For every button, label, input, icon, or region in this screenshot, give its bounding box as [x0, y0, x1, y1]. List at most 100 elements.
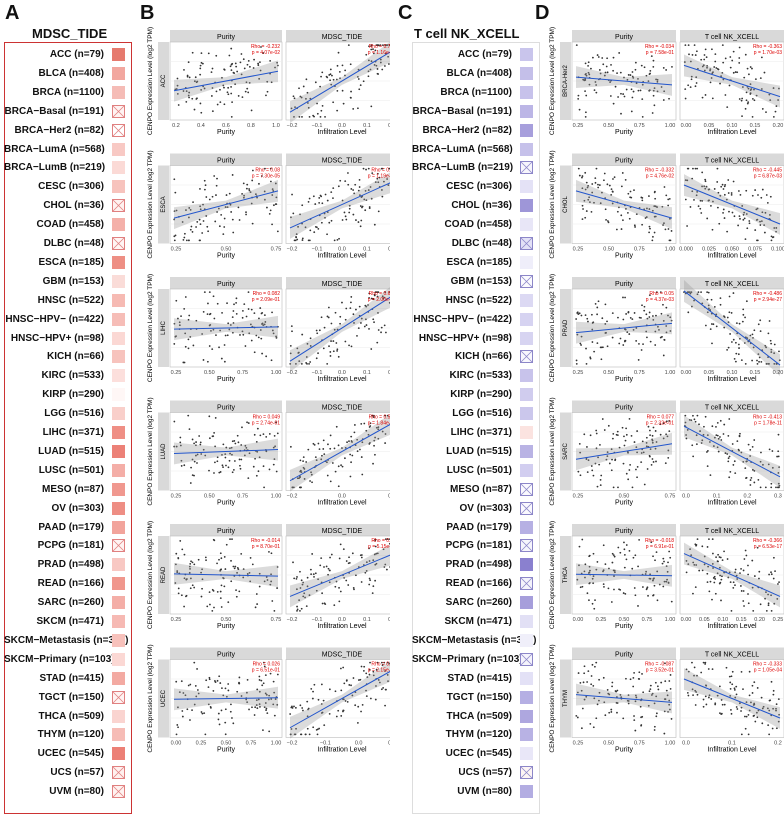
stat-label: p = 3.52e-01 [646, 668, 674, 674]
heatmap-row-label: DLBC (n=48) [412, 238, 512, 249]
scatter-point [342, 90, 344, 92]
scatter-point [650, 685, 652, 687]
scatter-point [706, 218, 708, 220]
scatter-point [346, 560, 348, 562]
heatmap-row-label: UCS (n=57) [412, 767, 512, 778]
scatter-point [338, 600, 340, 602]
heatmap-row: LUSC (n=501) [412, 461, 540, 480]
scatter-point [312, 698, 314, 700]
scatter-point [770, 486, 772, 488]
heatmap-row-label: ESCA (n=185) [412, 257, 512, 268]
scatter-point [765, 486, 767, 488]
stat-label: p = 1.05e-04 [754, 668, 782, 674]
facet-strip-label: T cell NK_XCELL [705, 34, 759, 41]
scatter-point [190, 587, 192, 589]
heatmap-row-label: DLBC (n=48) [4, 238, 104, 249]
stat-label: p = 4.07e-02 [252, 50, 280, 56]
scatter-point [256, 475, 258, 477]
scatter-point [364, 326, 366, 328]
scatter-point [233, 440, 235, 442]
scatter-point [634, 587, 636, 589]
scatter-point [752, 685, 754, 687]
scatter-point [693, 199, 695, 201]
scatter-point [349, 208, 351, 210]
scatter-point [301, 116, 303, 118]
scatter-point [616, 712, 618, 714]
scatter-point [577, 717, 579, 719]
heatmap-row-label: UCS (n=57) [4, 767, 104, 778]
scatter-point [664, 339, 666, 341]
scatter-point [374, 580, 376, 582]
scatter-point [333, 604, 335, 606]
scatter-point [586, 363, 588, 365]
heatmap-row: HNSC−HPV− (n=422) [412, 310, 540, 329]
scatter-point [339, 316, 341, 318]
tick-label: 0.00 [681, 617, 692, 623]
scatter-point [776, 703, 778, 705]
heatmap-row: PCPG (n=181) [4, 536, 132, 555]
scatter-point [723, 424, 725, 426]
scatter-point [625, 179, 627, 181]
scatter-point [200, 112, 202, 114]
heatmap-cell [112, 407, 125, 420]
scatter-point [613, 486, 615, 488]
scatter-point [752, 195, 754, 197]
scatter-point [697, 415, 699, 417]
scatter-point [227, 683, 229, 685]
heatmap-cell [520, 407, 533, 420]
scatter-point [361, 456, 363, 458]
heatmap-row: BRCA−LumB (n=219) [4, 158, 132, 177]
scatter-point [384, 324, 386, 326]
scatter-point [249, 66, 251, 68]
scatter-point [588, 61, 590, 63]
scatter-point [209, 345, 211, 347]
scatter-point [695, 545, 697, 547]
scatter-point [228, 466, 230, 468]
scatter-point [740, 710, 742, 712]
scatter-point [715, 67, 717, 69]
scatter-point [271, 600, 273, 602]
scatter-point [724, 194, 726, 196]
scatter-point [595, 662, 597, 664]
y-axis-label: CENPO Expression Level (log2 TPM) [147, 644, 154, 752]
scatter-point [736, 322, 738, 324]
scatter-point [327, 200, 329, 202]
scatter-point [596, 433, 598, 435]
scatter-point [221, 584, 223, 586]
scatter-point [653, 95, 655, 97]
scatter-point [586, 446, 588, 448]
heatmap-cell [520, 124, 533, 137]
scatter-point [358, 88, 360, 90]
tick-label: 1.00 [665, 247, 676, 253]
scatter-point [265, 355, 267, 357]
heatmap-row-label: SKCM (n=471) [412, 616, 512, 627]
heatmap-row-label: TGCT (n=150) [4, 692, 104, 703]
scatter-point [240, 459, 242, 461]
heatmap-row: BRCA−Basal (n=191) [4, 102, 132, 121]
scatter-point [208, 470, 210, 472]
scatter-point [328, 345, 330, 347]
heatmap-row-label: HNSC−HPV+ (n=98) [4, 333, 104, 344]
scatter-point [381, 69, 383, 71]
scatter-point [629, 464, 631, 466]
scatter-point [605, 304, 607, 306]
scatter-point [622, 297, 624, 299]
scatter-point [735, 686, 737, 688]
scatter-point [291, 706, 293, 708]
scatter-point [318, 202, 320, 204]
scatter-point [629, 550, 631, 552]
scatter-point [771, 235, 773, 237]
heatmap-row: KICH (n=66) [412, 347, 540, 366]
scatter-point [236, 691, 238, 693]
scatter-point [217, 591, 219, 593]
scatter-point [222, 464, 224, 466]
scatter-point [319, 565, 321, 567]
scatter-point [270, 209, 272, 211]
scatter-point [205, 556, 207, 558]
scatter-point [306, 605, 308, 607]
scatter-point [209, 437, 211, 439]
cancer-strip-label: LIHC [161, 320, 167, 334]
scatter-point [774, 570, 776, 572]
facet-strip-label: Purity [615, 405, 633, 412]
scatter-point [361, 581, 363, 583]
